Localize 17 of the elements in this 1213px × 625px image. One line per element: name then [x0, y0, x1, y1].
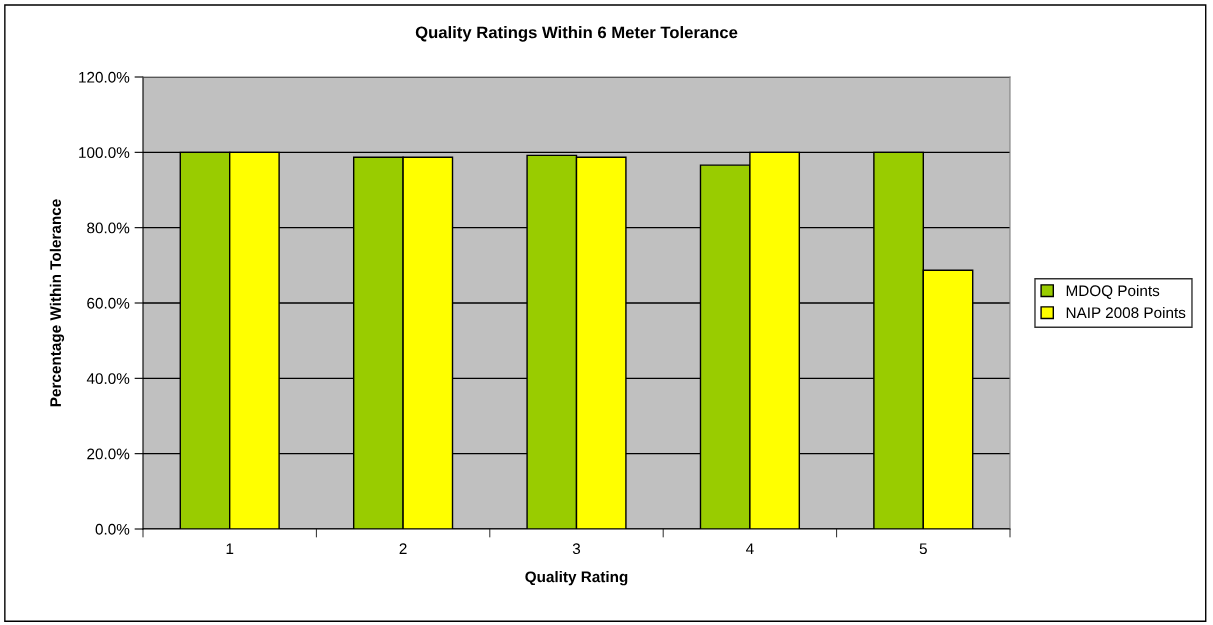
x-tick-label: 1 — [226, 543, 234, 554]
y-tick-label: 40.0% — [86, 373, 130, 385]
y-tick-label: 20.0% — [87, 448, 130, 460]
y-tick-label: 80.0% — [87, 222, 130, 234]
y-tick-label: 0.0% — [95, 523, 130, 535]
legend-label: MDOQ Points — [1066, 284, 1160, 299]
x-axis-title: Quality Rating — [525, 571, 628, 586]
legend-label: NAIP 2008 Points — [1066, 306, 1186, 319]
x-tick-label: 3 — [572, 543, 581, 555]
y-tick-label: 120.0% — [79, 71, 130, 83]
x-tick-label: 4 — [746, 543, 754, 554]
x-tick-label: 5 — [919, 543, 927, 555]
y-tick-label: 60.0% — [87, 297, 130, 309]
chart-title: Quality Ratings Within 6 Meter Tolerance — [415, 26, 738, 42]
y-axis-title: Percentage Within Tolerance — [49, 199, 65, 407]
x-tick-label: 2 — [399, 543, 407, 554]
y-tick-label: 100.0% — [79, 147, 130, 159]
